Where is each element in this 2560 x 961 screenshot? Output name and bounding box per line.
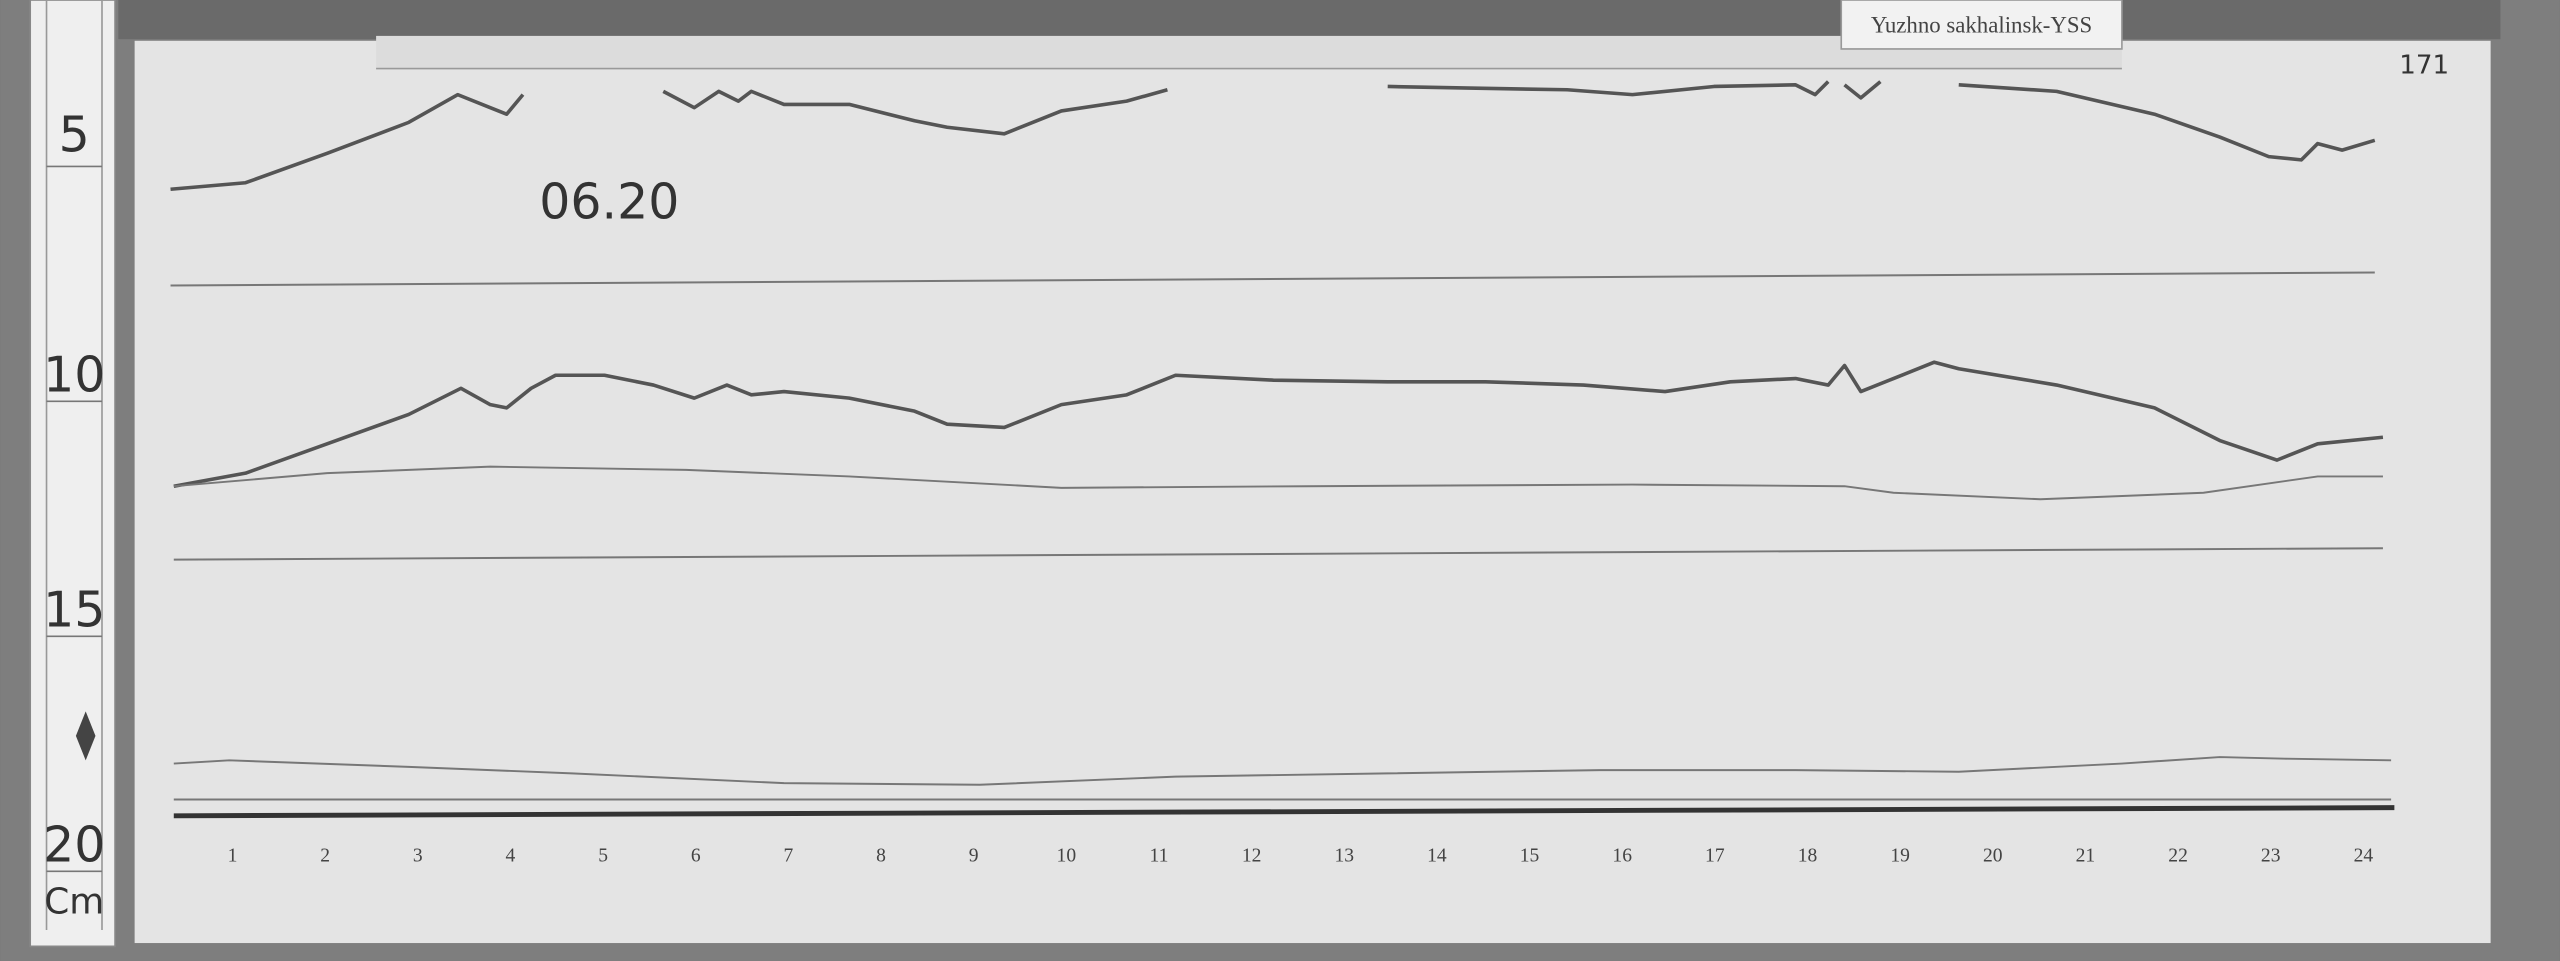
- baseline: [170, 271, 2375, 287]
- hour-label: 8: [876, 845, 886, 866]
- hour-label: 13: [1334, 845, 1354, 866]
- trace-d: [170, 92, 525, 192]
- hour-label: 23: [2261, 845, 2281, 866]
- hour-label: 2: [320, 845, 330, 866]
- hour-label: 11: [1150, 845, 1169, 866]
- ruler-ticks: [46, 165, 102, 873]
- hour-label: 20: [1983, 845, 2003, 866]
- hour-label: 18: [1798, 845, 1818, 866]
- hour-label: 4: [506, 845, 516, 866]
- trace-d: [662, 88, 1168, 136]
- baseline: [173, 547, 2383, 561]
- hour-label: 24: [2354, 845, 2374, 866]
- hour-label: 9: [969, 845, 979, 866]
- hour-label: 15: [1520, 845, 1540, 866]
- trace-h: [173, 360, 2384, 488]
- trace-d: [1387, 80, 2376, 162]
- paper-strip: [376, 35, 2122, 69]
- frame-top: [118, 0, 2501, 40]
- trace-lower: [173, 756, 2392, 786]
- hour-label: 19: [1890, 845, 1910, 866]
- hour-label: 5: [598, 845, 608, 866]
- hour-label: 1: [228, 845, 238, 866]
- date-note: 06.20: [539, 174, 679, 231]
- hour-label: 6: [691, 845, 701, 866]
- ruler-label: 20: [43, 816, 105, 873]
- ruler-unit: Cm: [44, 882, 104, 923]
- hour-label: 22: [2168, 845, 2188, 866]
- hour-labels: 1 2 3 4 5 6 7 8 9 10 11 12 13 14 15 16 17 18 19 20 21 22 23 24: [228, 845, 2374, 866]
- hour-label: 16: [1612, 845, 1632, 866]
- ruler-label: 10: [43, 347, 105, 404]
- paper: [134, 40, 2491, 944]
- trace-z: [173, 465, 2383, 501]
- hour-label: 14: [1427, 845, 1447, 866]
- hour-label: 10: [1057, 845, 1077, 866]
- station-label-card: [1840, 0, 2123, 50]
- ruler-label: 5: [59, 107, 90, 164]
- hour-label: 12: [1242, 845, 1262, 866]
- station-label: Yuzhno sakhalinsk-YSS: [1871, 13, 2092, 38]
- time-axis: [173, 805, 2395, 819]
- hour-label: 3: [413, 845, 423, 866]
- hour-label: 7: [784, 845, 794, 866]
- hour-label: 17: [1705, 845, 1725, 866]
- ruler-label: 15: [43, 582, 105, 639]
- sheet-number: 171: [2399, 50, 2449, 80]
- ruler: [29, 0, 116, 948]
- hour-label: 21: [2076, 845, 2096, 866]
